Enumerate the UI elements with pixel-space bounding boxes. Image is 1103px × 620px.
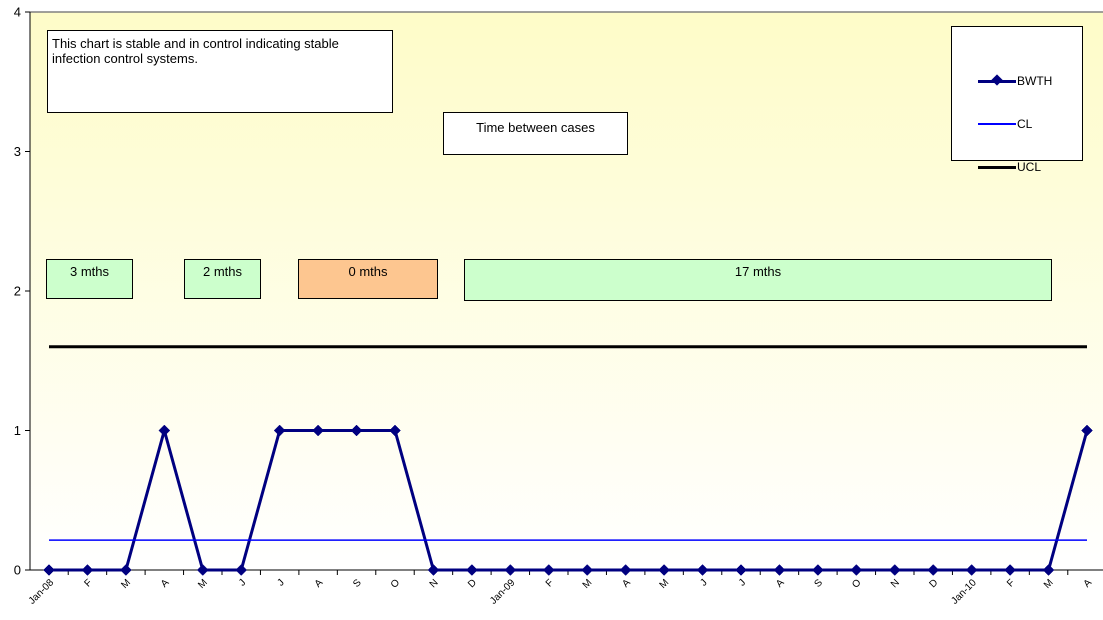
- y-tick-label: 3: [14, 144, 21, 159]
- x-tick-label: F: [82, 577, 94, 589]
- x-tick-label: A: [159, 577, 172, 590]
- x-tick-label: M: [1042, 577, 1056, 591]
- data-point-bwth: [850, 564, 863, 576]
- y-tick-label: 0: [14, 563, 21, 578]
- data-point-bwth: [619, 564, 632, 576]
- data-point-bwth: [466, 564, 478, 576]
- x-tick-label: Jan-10: [949, 577, 979, 607]
- data-point-bwth: [773, 564, 786, 576]
- x-tick-label: D: [466, 577, 479, 590]
- legend-swatch-cl: [978, 123, 1016, 125]
- data-point-bwth: [696, 564, 709, 576]
- x-tick-label: Jan-09: [488, 577, 518, 607]
- x-tick-label: J: [737, 577, 748, 588]
- data-point-bwth: [542, 564, 555, 576]
- legend-item-bwth: BWTH: [978, 73, 1052, 89]
- x-tick-label: A: [620, 577, 633, 590]
- data-point-bwth: [735, 564, 747, 576]
- stability-note: This chart is stable and in control indi…: [47, 30, 393, 113]
- x-tick-label: J: [275, 577, 286, 588]
- data-point-bwth: [235, 564, 248, 576]
- x-tick-label: A: [1082, 577, 1095, 590]
- y-tick-label: 4: [14, 5, 21, 20]
- x-tick-label: M: [119, 577, 133, 591]
- data-point-bwth: [1004, 564, 1016, 576]
- x-tick-label: S: [813, 577, 826, 590]
- legend: BWTH CL UCL: [951, 26, 1083, 174]
- data-point-bwth: [812, 564, 824, 576]
- data-point-bwth: [504, 564, 517, 576]
- diamond-marker-icon: [991, 73, 1003, 86]
- data-point-bwth: [1081, 424, 1093, 437]
- chart-title-box: Time between cases: [443, 112, 628, 155]
- x-tick-label: A: [313, 577, 326, 590]
- y-tick-label: 2: [14, 284, 21, 299]
- legend-item-cl: CL: [978, 116, 1032, 132]
- x-tick-label: M: [196, 577, 210, 591]
- data-point-bwth: [927, 564, 940, 576]
- x-tick-label: Jan-08: [27, 577, 57, 607]
- data-point-bwth: [158, 424, 171, 437]
- y-tick-label: 1: [14, 423, 21, 438]
- data-point-bwth: [427, 564, 440, 576]
- x-tick-label: O: [850, 577, 863, 590]
- x-tick-label: J: [237, 577, 248, 588]
- data-point-bwth: [888, 564, 901, 576]
- legend-label-ucl: UCL: [1017, 160, 1042, 174]
- period-box-1: 3 mths: [46, 259, 133, 299]
- x-tick-label: D: [927, 577, 940, 590]
- series-line-bwth: [49, 429, 1089, 572]
- legend-swatch-bwth: [978, 73, 1016, 86]
- legend-swatch-ucl: [978, 165, 1016, 169]
- data-point-bwth: [312, 424, 324, 437]
- period-box-3: 0 mths: [298, 259, 438, 299]
- x-tick-label: J: [698, 577, 709, 588]
- data-point-bwth: [658, 564, 670, 576]
- x-tick-label: N: [889, 577, 902, 590]
- x-tick-label: O: [389, 577, 402, 590]
- period-box-2: 2 mths: [184, 259, 261, 299]
- x-tick-label: F: [1005, 577, 1017, 589]
- data-point-bwth: [120, 564, 132, 576]
- data-point-bwth: [196, 564, 209, 576]
- x-tick-label: F: [544, 577, 556, 589]
- x-tick-label: A: [774, 577, 787, 590]
- x-tick-label: M: [658, 577, 672, 591]
- x-tick-label: N: [428, 577, 441, 590]
- legend-label-cl: CL: [1017, 117, 1033, 131]
- x-tick-label: M: [581, 577, 595, 591]
- x-tick-label: S: [351, 577, 364, 590]
- data-point-bwth: [43, 564, 55, 576]
- data-point-bwth: [1042, 564, 1055, 576]
- data-point-bwth: [81, 564, 94, 576]
- legend-item-ucl: UCL: [978, 159, 1041, 175]
- data-point-bwth: [965, 564, 978, 576]
- data-point-bwth: [581, 564, 594, 576]
- data-point-bwth: [389, 424, 401, 437]
- data-point-bwth: [273, 424, 286, 437]
- data-point-bwth: [350, 424, 363, 437]
- legend-label-bwth: BWTH: [1017, 74, 1053, 88]
- period-box-4: 17 mths: [464, 259, 1052, 301]
